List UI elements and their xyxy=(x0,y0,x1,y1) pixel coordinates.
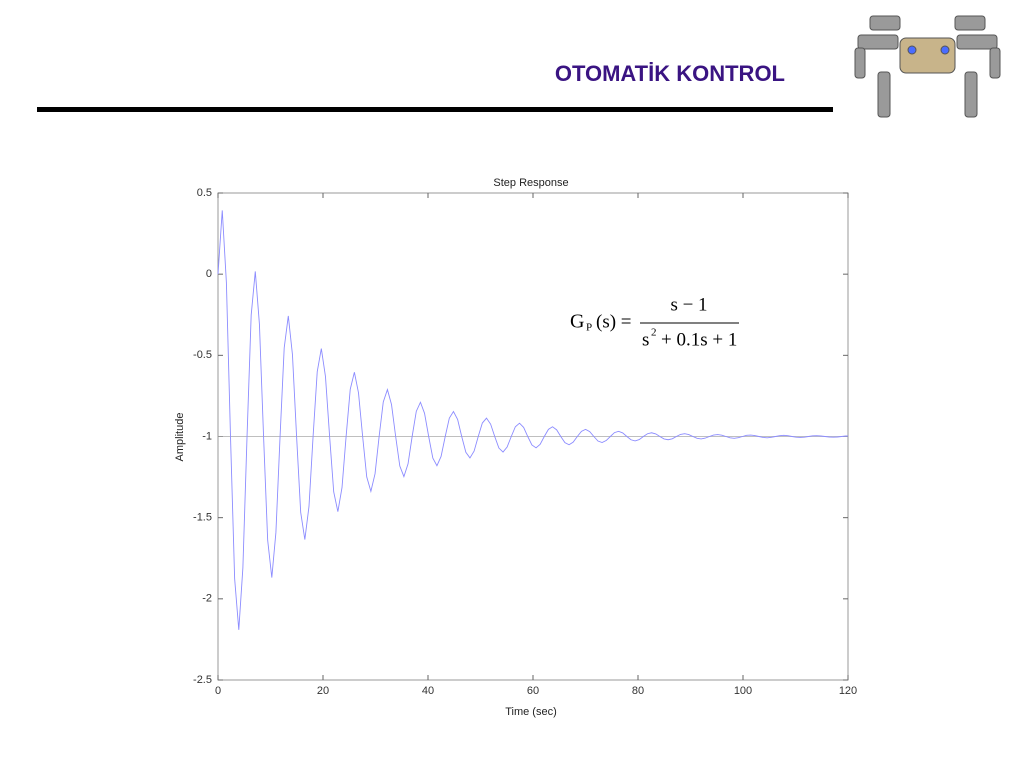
robot-leg xyxy=(956,34,998,50)
y-tick-label: 0.5 xyxy=(197,187,212,199)
formula-args: (s) = xyxy=(596,311,632,332)
robot-leg xyxy=(857,34,899,50)
y-tick-label: 0 xyxy=(206,268,212,280)
y-tick-label: -1 xyxy=(202,430,212,442)
formula: G P (s) = s − 1 s 2 + 0.1s + 1 xyxy=(570,294,739,350)
formula-power: 2 xyxy=(651,327,657,339)
response-curve xyxy=(217,210,848,630)
x-tick-label: 80 xyxy=(632,685,644,697)
slide-title: OTOMATİK KONTROL xyxy=(555,61,785,86)
chart-title: Step Response xyxy=(493,177,568,189)
y-tick-label: -1.5 xyxy=(193,512,212,524)
y-axis-label: Amplitude xyxy=(174,413,186,462)
header-rule xyxy=(37,107,833,112)
chart: Step Response Time (sec) Amplitude G P (… xyxy=(174,177,857,718)
robot-led xyxy=(907,45,917,55)
y-tick-label: -0.5 xyxy=(193,349,212,361)
robot-leg xyxy=(954,15,986,31)
robot-picture xyxy=(854,15,1001,118)
robot-leg xyxy=(964,71,978,118)
y-tick-label: -2.5 xyxy=(193,674,212,686)
formula-denominator-rest: + 0.1s + 1 xyxy=(661,329,737,350)
formula-subscript: P xyxy=(586,322,592,334)
x-axis-label: Time (sec) xyxy=(505,706,557,718)
x-tick-label: 120 xyxy=(839,685,857,697)
robot-led xyxy=(940,45,950,55)
x-tick-label: 60 xyxy=(527,685,539,697)
y-tick-label: -2 xyxy=(202,593,212,605)
robot-leg xyxy=(989,47,1001,79)
robot-leg xyxy=(869,15,901,31)
robot-leg xyxy=(877,71,891,118)
formula-lhs: G xyxy=(570,311,584,333)
robot-body xyxy=(899,37,956,74)
robot-leg xyxy=(854,47,866,79)
x-tick-label: 40 xyxy=(422,685,434,697)
x-tick-label: 20 xyxy=(317,685,329,697)
formula-numerator: s − 1 xyxy=(670,294,707,315)
x-tick-label: 0 xyxy=(215,685,221,697)
x-tick-label: 100 xyxy=(734,685,752,697)
formula-denominator-base: s xyxy=(642,329,649,350)
